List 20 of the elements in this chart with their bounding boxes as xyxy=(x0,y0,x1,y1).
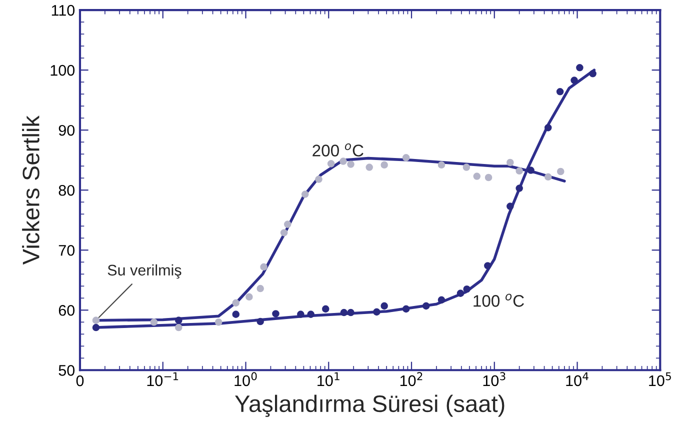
y-tick-label: 90 xyxy=(58,124,75,136)
x-tick-label: 0 xyxy=(76,375,84,386)
y-tick-label: 70 xyxy=(58,244,75,256)
y-axis-title: Vickers Sertlik xyxy=(22,115,40,265)
annotation: 200 $^{o}$C xyxy=(312,143,364,156)
x-axis-title: Yaşlandırma Süresi (saat) xyxy=(234,394,504,417)
x-tick-label: 10$^{2}$ xyxy=(400,372,422,386)
x-tick-label: 10$^{−1}$ xyxy=(147,372,178,386)
x-tick-label: 10$^{3}$ xyxy=(483,372,506,386)
x-tick-label: 10$^{1}$ xyxy=(318,372,340,386)
x-tick-label: 10$^{4}$ xyxy=(566,372,588,386)
x-tick-label: 10$^{0}$ xyxy=(234,372,257,386)
annotation: 100 $^{o}$C xyxy=(474,294,524,307)
y-tick-label: 50 xyxy=(58,365,75,376)
y-tick-label: 100 xyxy=(50,64,75,76)
annotation: Su verilmiş xyxy=(108,264,182,279)
y-tick-label: 110 xyxy=(52,4,75,16)
x-tick-label: 10$^{5}$ xyxy=(649,372,671,386)
y-tick-label: 80 xyxy=(58,184,75,196)
y-tick-label: 60 xyxy=(58,304,75,316)
